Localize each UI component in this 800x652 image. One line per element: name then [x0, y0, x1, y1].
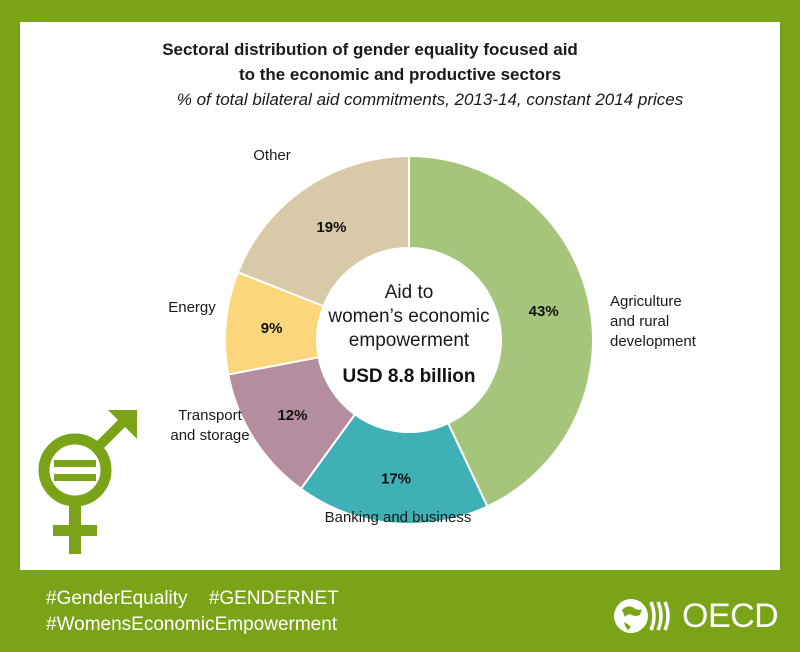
slice-0: [408, 154, 594, 508]
oecd-logo-text: OECD: [682, 596, 779, 635]
slice-value-label-2: 12%: [277, 407, 307, 424]
slice-category-label-3-0: Energy: [168, 299, 216, 316]
slice-category-label-1-0: Banking and business: [325, 509, 472, 526]
slice-value-label-4: 19%: [316, 219, 346, 236]
slice-category-label-0-2: development: [610, 333, 697, 350]
center-label-line-1: women’s economic: [327, 306, 489, 327]
center-label-line-0: Aid to: [385, 282, 434, 303]
oecd-logo: OECD: [612, 596, 779, 636]
slice-category-label-4-0: Other: [253, 147, 291, 164]
chart-title-line2: to the economic and productive sectors: [238, 65, 562, 84]
chart-title-line1: Sectoral distribution of gender equality…: [162, 40, 578, 59]
center-value: USD 8.8 billion: [342, 366, 475, 387]
chart-subtitle: % of total bilateral aid commitments, 20…: [176, 90, 684, 109]
slice-4: [236, 154, 410, 308]
slice-category-label-2-1: and storage: [170, 427, 249, 444]
hashtag-womens-economic-empowerment[interactable]: #WomensEconomicEmpowerment: [46, 614, 338, 635]
slice-value-label-0: 43%: [529, 303, 559, 320]
hashtag-gender-equality[interactable]: #GenderEquality: [46, 588, 188, 609]
donut-chart: 43% Agriculture and rural development 17% Ban…: [38, 147, 697, 554]
slice-category-label-0-1: and rural: [610, 313, 669, 330]
oecd-globe-icon: [614, 599, 670, 633]
gender-equality-icon: [38, 410, 137, 554]
slice-category-label-0-0: Agriculture: [610, 293, 682, 310]
slice-category-label-2-0: Transport: [178, 407, 242, 424]
slice-1: [299, 413, 489, 525]
hashtags-row1: #GenderEquality #GENDERNET: [46, 588, 355, 610]
center-label-line-2: empowerment: [349, 330, 470, 351]
slice-value-label-3: 9%: [261, 320, 283, 337]
hashtag-gendernet[interactable]: #GENDERNET: [208, 588, 339, 609]
chart-card: Sectoral distribution of gender equality…: [20, 22, 780, 570]
slice-value-label-1: 17%: [381, 470, 411, 487]
